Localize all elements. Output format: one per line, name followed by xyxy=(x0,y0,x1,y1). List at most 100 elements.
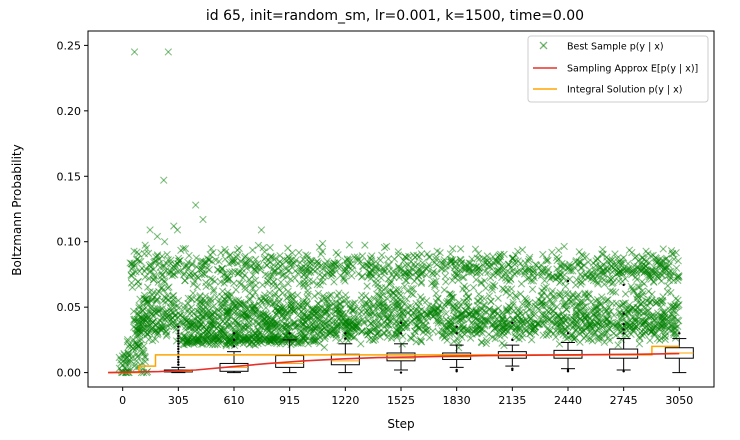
best-sample-point xyxy=(158,271,166,279)
marker-stroke xyxy=(617,259,625,267)
best-sample-point xyxy=(365,271,373,279)
best-sample-point xyxy=(469,283,478,292)
marker-stroke xyxy=(134,342,143,350)
marker-stroke xyxy=(295,248,303,257)
best-sample-point xyxy=(625,246,634,254)
best-sample-point xyxy=(363,282,371,290)
marker-stroke xyxy=(415,253,423,261)
marker-stroke xyxy=(672,264,681,272)
marker-stroke xyxy=(251,255,260,264)
marker-stroke xyxy=(650,278,658,286)
best-sample-point xyxy=(354,269,363,278)
best-sample-point xyxy=(133,353,142,361)
best-sample-point xyxy=(506,291,514,299)
best-sample-point xyxy=(248,246,257,254)
best-sample-point xyxy=(394,248,403,256)
best-sample-point xyxy=(318,247,327,256)
best-sample-point xyxy=(471,245,480,253)
best-sample-point xyxy=(134,342,143,350)
best-sample-point xyxy=(615,277,623,285)
best-sample-point xyxy=(358,252,367,260)
best-sample-point xyxy=(394,251,403,259)
marker-stroke xyxy=(295,279,304,288)
best-sample-point xyxy=(474,249,483,258)
best-sample-point xyxy=(185,251,193,260)
marker-stroke xyxy=(128,283,137,292)
best-sample-point xyxy=(284,267,293,275)
best-sample-point xyxy=(644,250,652,258)
marker-stroke xyxy=(257,264,265,272)
marker-stroke xyxy=(123,335,132,344)
chart-title: id 65, init=random_sm, lr=0.001, k=1500,… xyxy=(206,8,584,24)
marker-stroke xyxy=(330,278,338,286)
best-sample-point xyxy=(560,242,568,251)
marker-stroke xyxy=(207,245,215,253)
best-sample-point xyxy=(237,280,246,288)
best-sample-point xyxy=(380,243,389,252)
marker-stroke xyxy=(124,349,132,358)
marker-stroke xyxy=(288,249,296,257)
best-sample-point xyxy=(382,242,391,251)
best-sample-point xyxy=(192,254,200,262)
marker-stroke xyxy=(347,272,356,280)
marker-stroke xyxy=(124,351,132,359)
best-sample-point xyxy=(377,274,385,282)
marker-stroke xyxy=(353,253,362,261)
best-sample-point xyxy=(436,249,444,257)
best-sample-point xyxy=(442,278,450,286)
best-sample-point xyxy=(295,248,303,257)
best-sample-point xyxy=(650,278,658,286)
marker-stroke xyxy=(115,364,124,372)
best-sample-point xyxy=(144,283,152,291)
best-sample-point xyxy=(659,245,667,253)
best-sample-point xyxy=(540,276,549,285)
best-sample-point xyxy=(516,259,525,268)
best-sample-point xyxy=(315,243,324,251)
best-sample-point xyxy=(456,245,465,253)
best-sample-point xyxy=(554,246,563,254)
best-sample-point xyxy=(345,241,354,249)
best-sample-point xyxy=(480,301,489,309)
best-sample-point xyxy=(127,265,136,273)
best-sample-point xyxy=(187,303,196,312)
best-sample-point xyxy=(539,250,547,259)
best-sample-point xyxy=(548,248,556,257)
marker-stroke xyxy=(215,257,223,265)
marker-stroke xyxy=(132,350,140,359)
best-sample-point xyxy=(124,351,132,359)
marker-stroke xyxy=(282,265,290,273)
best-sample-point xyxy=(577,264,585,272)
best-sample-point xyxy=(262,304,270,312)
best-sample-point xyxy=(330,278,338,286)
best-sample-point xyxy=(361,241,369,249)
best-sample-point xyxy=(347,272,356,280)
best-sample-point xyxy=(117,359,125,367)
best-sample-point xyxy=(258,281,267,289)
best-sample-point xyxy=(124,349,132,358)
marker-stroke xyxy=(133,353,142,361)
marker-stroke xyxy=(284,244,292,252)
best-sample-point xyxy=(128,283,137,292)
marker-stroke xyxy=(670,255,678,263)
best-sample-point xyxy=(140,267,149,276)
best-sample-point xyxy=(415,241,424,250)
best-sample-point xyxy=(140,349,148,357)
best-sample-point xyxy=(266,243,274,252)
marker-stroke xyxy=(613,254,621,263)
best-sample-point xyxy=(310,292,319,300)
best-sample-point xyxy=(395,263,403,271)
best-sample-point xyxy=(417,279,426,287)
marker-stroke xyxy=(221,248,230,256)
marker-stroke xyxy=(395,263,403,271)
best-sample-point xyxy=(181,276,189,285)
best-sample-point xyxy=(127,279,136,287)
best-sample-point xyxy=(207,245,215,253)
best-sample-point xyxy=(528,285,537,293)
best-sample-point xyxy=(141,353,149,362)
best-sample-point xyxy=(288,249,296,257)
marker-stroke xyxy=(559,272,567,281)
best-sample-point xyxy=(384,255,393,263)
best-sample-point xyxy=(584,258,592,266)
best-sample-point xyxy=(487,297,495,306)
best-sample-point xyxy=(670,255,678,263)
